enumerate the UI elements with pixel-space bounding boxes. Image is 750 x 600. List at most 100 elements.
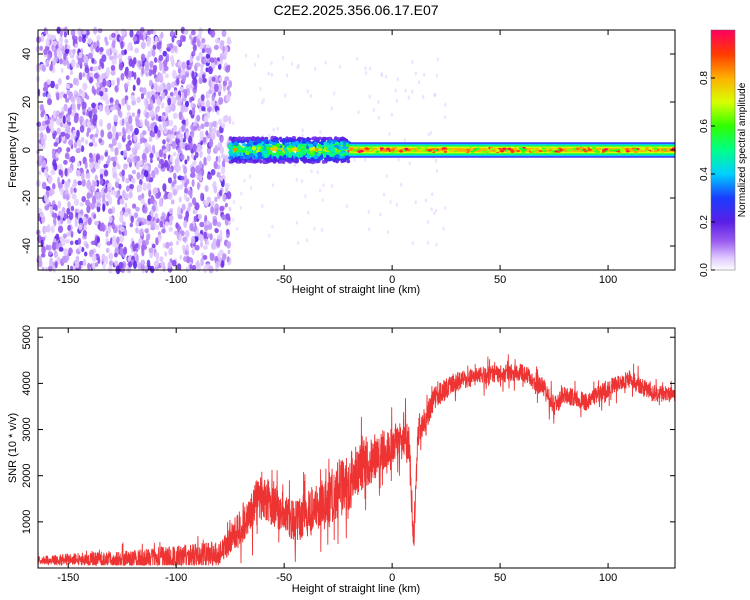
heatmap-cell: [426, 240, 430, 245]
heatmap-cell: [108, 225, 111, 234]
heatmap-cell: [435, 158, 438, 163]
heatmap-cell: [196, 174, 200, 180]
heatmap-cell: [134, 142, 139, 151]
heatmap-cell: [170, 48, 175, 54]
heatmap-cell: [367, 209, 370, 214]
heatmap-cell: [422, 147, 427, 150]
heatmap-cell: [124, 69, 129, 77]
heatmap-cell: [336, 137, 340, 141]
heatmap-cell: [89, 161, 94, 170]
heatmap-cell: [63, 53, 67, 61]
heatmap-cell: [151, 69, 157, 75]
heatmap-cell: [532, 148, 537, 151]
heatmap-cell: [129, 222, 133, 228]
heatmap-cell: [295, 140, 299, 146]
heatmap-cell: [43, 81, 48, 89]
heatmap-cell: [136, 96, 141, 104]
heatmap-cell: [262, 159, 267, 165]
heatmap-cell: [142, 87, 147, 96]
heatmap-ytick-label: 40: [21, 48, 33, 60]
heatmap-cell: [121, 97, 125, 107]
heatmap-cell: [119, 235, 125, 243]
heatmap-cell: [94, 142, 98, 148]
heatmap-cell: [660, 150, 665, 153]
heatmap-cell: [214, 196, 218, 203]
heatmap-cell: [223, 114, 229, 123]
heatmap-cell: [39, 45, 43, 51]
heatmap-cell: [133, 134, 137, 143]
heatmap-cell: [313, 226, 316, 231]
heatmap-cell: [82, 72, 86, 78]
heatmap-cell: [138, 237, 143, 245]
heatmap-cell: [192, 197, 197, 206]
heatmap-cell: [124, 202, 128, 211]
heatmap-cell: [301, 158, 306, 162]
heatmap-cell: [65, 239, 70, 244]
heatmap-cell: [129, 153, 135, 159]
heatmap-cell: [177, 165, 182, 171]
heatmap-cell: [324, 137, 330, 141]
heatmap-cell: [377, 115, 380, 120]
heatmap-cell: [340, 153, 346, 157]
heatmap-cell: [559, 149, 563, 152]
heatmap-cell: [169, 137, 173, 145]
heatmap-cell: [296, 144, 302, 150]
heatmap-cell: [364, 71, 368, 75]
heatmap-cell: [156, 41, 162, 50]
heatmap-cell: [211, 76, 216, 82]
heatmap-cell: [175, 94, 181, 101]
heatmap-cell: [270, 61, 273, 66]
heatmap-cell: [99, 178, 104, 186]
heatmap-cell: [140, 137, 146, 143]
heatmap-cell: [45, 172, 49, 179]
heatmap-cell: [320, 150, 326, 154]
heatmap-cell: [253, 62, 257, 67]
heatmap-cell: [203, 115, 209, 123]
heatmap-cell: [203, 156, 207, 166]
heatmap-cell: [101, 54, 107, 63]
heatmap-cell: [66, 60, 70, 70]
heatmap-cell: [73, 77, 77, 86]
heatmap-cell: [165, 110, 169, 119]
snr-ylabel: SNR (10 * v/v): [7, 413, 19, 483]
heatmap-cell: [209, 252, 213, 258]
heatmap-cell: [228, 156, 233, 160]
heatmap-cell: [588, 148, 592, 151]
snr-point: [175, 556, 177, 559]
heatmap-cell: [335, 149, 342, 153]
heatmap-cell: [60, 68, 64, 73]
snr-point: [283, 511, 285, 514]
heatmap-cell: [131, 100, 137, 106]
heatmap-cell: [209, 29, 213, 36]
heatmap-cell: [168, 167, 172, 173]
heatmap-cell: [218, 118, 222, 126]
heatmap-cell: [57, 78, 62, 86]
heatmap-cell: [140, 259, 145, 265]
colorbar-tick-label: 0.8: [699, 71, 710, 85]
heatmap-cell: [219, 205, 225, 212]
heatmap-cell: [220, 153, 226, 159]
heatmap-cell: [185, 118, 189, 127]
heatmap-cell: [98, 77, 102, 83]
heatmap-cell: [160, 102, 165, 109]
heatmap-cell: [219, 40, 225, 46]
heatmap-cell: [52, 242, 57, 251]
heatmap-cell: [145, 72, 149, 77]
heatmap-cell: [53, 217, 57, 225]
heatmap-cell: [126, 104, 131, 111]
snr-point: [229, 539, 231, 541]
heatmap-cell: [201, 106, 206, 112]
heatmap-cell: [90, 201, 96, 210]
heatmap-cell: [83, 55, 89, 64]
heatmap-cell: [52, 159, 57, 167]
heatmap-cell: [114, 260, 119, 267]
heatmap-cell: [130, 177, 136, 184]
heatmap-cell: [102, 262, 106, 270]
heatmap-cell: [193, 93, 196, 99]
heatmap-cell: [289, 138, 293, 143]
heatmap-cell: [64, 152, 70, 160]
heatmap-cell: [184, 230, 190, 239]
heatmap-cell: [183, 193, 188, 200]
heatmap-cell: [37, 170, 42, 176]
heatmap-cell: [284, 142, 288, 147]
